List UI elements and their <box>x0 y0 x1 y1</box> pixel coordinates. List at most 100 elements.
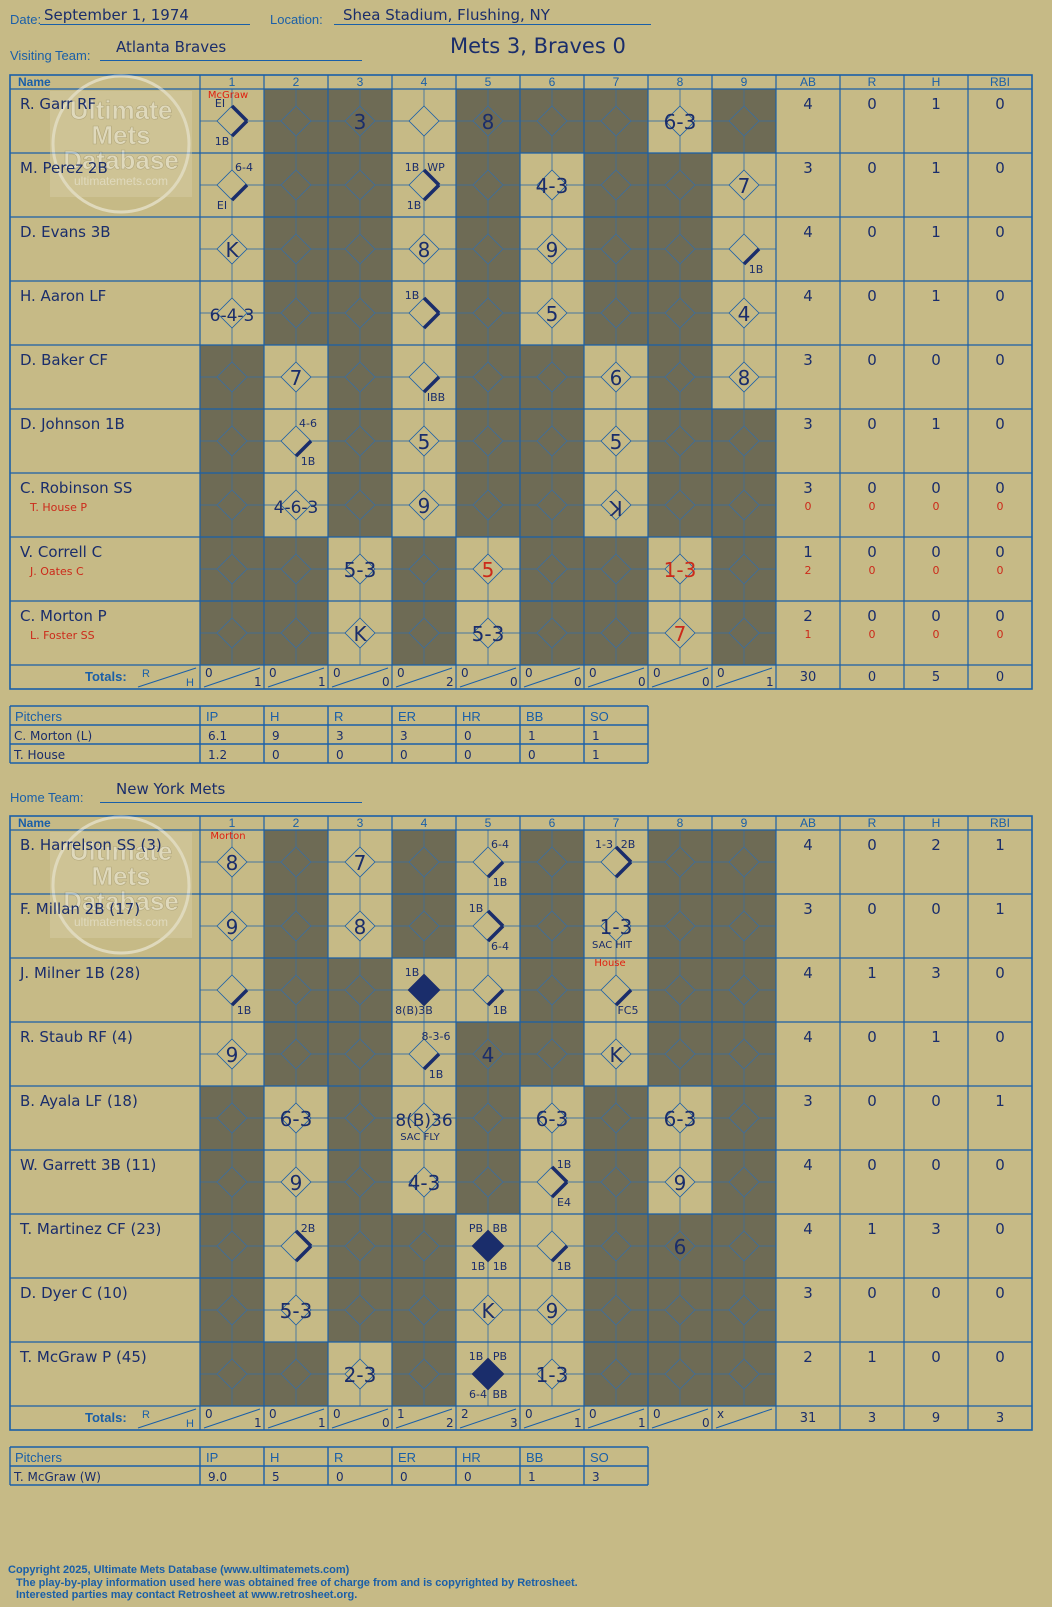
visitors-cell-diamond <box>216 425 248 457</box>
visitors-inning-runs: 0 <box>653 666 661 680</box>
visitors-cell-diamond <box>408 361 440 393</box>
home-cell-diamond <box>408 846 440 878</box>
visitors-cell-diamond <box>600 297 632 329</box>
visitors-cell-diamond <box>408 105 440 137</box>
visitors-basepath <box>422 296 441 315</box>
home-batter-name: T. Martinez CF (23) <box>19 1220 161 1238</box>
home-play-notation: 4-3 <box>408 1171 441 1195</box>
visitors-play-notation: 7 <box>738 174 751 198</box>
visitors-play-notation: K <box>353 622 367 646</box>
visitors-batter-stat: 0 <box>995 351 1005 369</box>
visitors-cell-diamond <box>216 361 248 393</box>
visitors-cell-diamond <box>728 297 760 329</box>
visitors-pitcher-header: SO <box>590 709 609 724</box>
home-cell-diamond <box>664 910 696 942</box>
home-cell-diamond <box>664 974 696 1006</box>
home-inning-header: 8 <box>677 816 684 830</box>
visitors-cell-diamond <box>728 425 760 457</box>
home-inning-runs: 0 <box>205 1407 213 1421</box>
home-inning-hits: 3 <box>510 1416 518 1430</box>
home-batter-stat: 0 <box>867 1156 877 1174</box>
home-pitcher-header: ER <box>398 1450 416 1465</box>
home-team-total: 31 <box>800 1411 817 1426</box>
visitors-batter-name: C. Robinson SS <box>20 479 132 497</box>
home-cell-diamond <box>600 1166 632 1198</box>
home-watermark-bg <box>50 832 192 938</box>
home-inning-total-slash <box>459 1408 517 1429</box>
home-batter-stat: 0 <box>995 1348 1005 1366</box>
visitors-cell-diamond <box>728 361 760 393</box>
home-inning-total-slash <box>395 1408 453 1429</box>
visitors-cell-diamond <box>472 361 504 393</box>
visitors-pitcher-header: IP <box>206 709 218 724</box>
visitors-batter-stat: 4 <box>803 223 813 241</box>
visitors-play-notation: EI <box>215 97 225 110</box>
visitors-batter-stat: 0 <box>867 607 877 625</box>
home-cell-diamond <box>344 1294 376 1326</box>
home-batter-stat: 0 <box>931 1092 941 1110</box>
home-batter-stat: 0 <box>931 1284 941 1302</box>
home-inning-runs: x <box>717 1407 724 1421</box>
visitors-cell-diamond <box>216 489 248 521</box>
visitors-inning-runs: 0 <box>589 666 597 680</box>
visitors-play-notation: 1B <box>405 161 420 174</box>
home-basepath <box>230 988 249 1007</box>
home-batter-stat: 2 <box>931 836 941 854</box>
home-cell-diamond <box>280 1230 312 1262</box>
home-play-notation: BB <box>492 1222 507 1235</box>
home-batter-name: B. Ayala LF (18) <box>20 1092 138 1110</box>
visitors-cell-diamond <box>664 169 696 201</box>
visitors-batter-stat: 4 <box>803 287 813 305</box>
visitors-play-notation: EI <box>217 199 227 212</box>
visitors-play-notation: WP <box>427 161 445 174</box>
home-inning-runs: 0 <box>333 1407 341 1421</box>
visitors-cell-diamond <box>280 105 312 137</box>
visitors-play-notation: 1B <box>301 455 316 468</box>
home-watermark-text: Ultimate <box>70 836 173 866</box>
home-play-notation: 6-4 <box>491 838 509 851</box>
visitors-substitute-stat: 1 <box>805 628 812 641</box>
visitors-name-header: Name <box>18 75 51 89</box>
home-run-scored <box>471 1357 505 1391</box>
home-cell-diamond <box>216 1102 248 1134</box>
home-play-notation: 1B <box>405 966 420 979</box>
visitors-substitute-stat: 0 <box>997 564 1004 577</box>
home-cell-diamond <box>536 974 568 1006</box>
home-cell-diamond <box>728 1230 760 1262</box>
home-batter-stat: 4 <box>803 1156 813 1174</box>
visitors-cell-diamond <box>600 553 632 585</box>
home-cell-diamond <box>344 1038 376 1070</box>
footer-copyright: Copyright 2025, Ultimate Mets Database (… <box>8 1564 350 1576</box>
home-cell-diamond <box>536 1358 568 1390</box>
home-cell-diamond <box>280 1102 312 1134</box>
home-cell-diamond <box>216 974 248 1006</box>
visitors-play-notation: 8 <box>418 238 431 262</box>
home-cell-diamond <box>728 846 760 878</box>
home-batter-name: W. Garrett 3B (11) <box>20 1156 156 1174</box>
visitors-watermark-ring <box>51 74 191 214</box>
home-batter-stat: 4 <box>803 1220 813 1238</box>
home-inning-header: 3 <box>357 816 364 830</box>
home-cell-diamond <box>664 1358 696 1390</box>
home-pitcher-header: H <box>270 1450 279 1465</box>
visitors-inning-header: 8 <box>677 75 684 89</box>
home-batter-stat: 3 <box>803 1284 813 1302</box>
home-play-notation: 4 <box>482 1043 495 1067</box>
visitors-play-notation: 5 <box>546 302 559 326</box>
home-pitcher-header: BB <box>526 1450 543 1465</box>
visitors-cell-diamond <box>600 425 632 457</box>
visitors-inning-total-slash <box>331 667 389 688</box>
visitors-inning-total-slash <box>267 667 325 688</box>
home-cell-diamond <box>472 1102 504 1134</box>
visitors-play-notation: 5-3 <box>344 558 377 582</box>
visitors-cell-diamond <box>472 169 504 201</box>
home-cell-diamond <box>728 974 760 1006</box>
visitors-inning-runs: 0 <box>397 666 405 680</box>
visitors-play-notation: 4 <box>738 302 751 326</box>
visitors-cell-diamond <box>280 425 312 457</box>
visitors-inning-hits: 0 <box>510 675 518 689</box>
visitors-inning-runs: 0 <box>205 666 213 680</box>
visitors-team-total: 0 <box>868 670 876 685</box>
home-cell-diamond <box>728 1166 760 1198</box>
